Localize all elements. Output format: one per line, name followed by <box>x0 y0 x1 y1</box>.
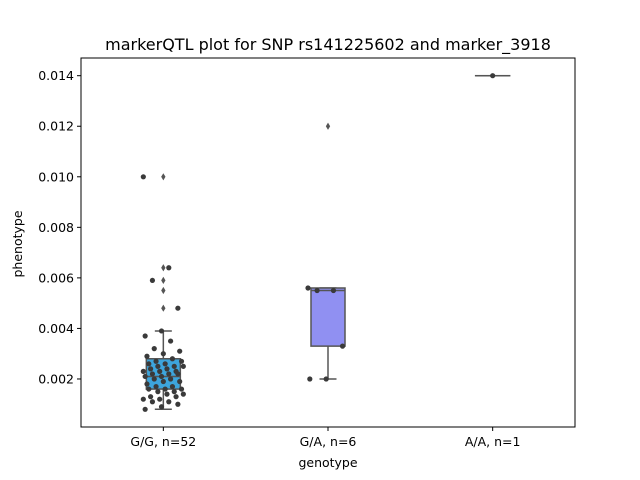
outlier-marker <box>161 276 166 285</box>
data-point <box>160 378 166 385</box>
data-point <box>305 285 311 291</box>
y-tick-label: 0.006 <box>38 270 74 285</box>
data-point <box>490 73 496 79</box>
data-point <box>168 376 174 382</box>
data-point <box>177 348 183 354</box>
data-point <box>144 353 150 359</box>
data-point <box>178 386 185 392</box>
data-point <box>162 361 168 367</box>
data-point <box>148 394 154 400</box>
data-point <box>164 391 170 397</box>
outlier-marker <box>161 286 166 295</box>
data-point <box>171 363 177 369</box>
x-axis-label: genotype <box>298 455 357 470</box>
data-point <box>149 399 156 405</box>
data-point <box>330 287 337 294</box>
y-tick-label: 0.014 <box>38 68 74 83</box>
data-point <box>158 328 165 334</box>
data-point <box>155 363 161 369</box>
y-tick-label: 0.012 <box>38 119 74 134</box>
data-point <box>148 366 154 372</box>
data-point <box>146 361 152 367</box>
data-point <box>151 376 157 382</box>
data-point <box>180 391 186 397</box>
outlier-marker <box>161 304 166 312</box>
plot-marks <box>140 73 511 412</box>
data-point <box>339 343 346 349</box>
data-point <box>140 396 146 402</box>
data-point <box>142 333 148 339</box>
data-point <box>171 389 177 395</box>
y-tick-label: 0.008 <box>38 220 74 235</box>
box <box>310 287 346 347</box>
data-point <box>169 356 176 362</box>
outlier-marker <box>161 173 166 181</box>
data-point <box>142 373 148 380</box>
y-tick-label: 0.002 <box>38 371 74 386</box>
outlier-marker <box>325 122 331 130</box>
data-point <box>140 368 146 374</box>
data-point <box>158 404 165 410</box>
data-point <box>157 368 163 374</box>
data-point <box>180 363 186 369</box>
data-point <box>178 358 185 364</box>
data-point <box>144 381 150 387</box>
data-point <box>146 386 152 392</box>
data-point <box>164 366 170 372</box>
data-point <box>177 378 183 385</box>
data-point <box>140 174 146 180</box>
data-point <box>151 346 157 352</box>
data-point <box>142 406 148 412</box>
data-point <box>323 376 329 382</box>
data-point <box>160 351 166 357</box>
data-point <box>173 394 179 400</box>
axes: 0.002 0.004 0.006 0.008 0.010 0.012 0.014 G/G, … <box>38 68 520 449</box>
y-tick-label: 0.004 <box>38 321 74 336</box>
data-point <box>307 376 313 382</box>
data-point <box>149 371 156 377</box>
data-point <box>149 277 156 284</box>
data-point <box>155 389 161 395</box>
data-point <box>153 383 159 390</box>
data-point <box>166 371 172 377</box>
outlier-marker <box>161 264 166 272</box>
data-point <box>175 401 181 407</box>
data-point <box>157 396 163 402</box>
data-point <box>169 383 176 390</box>
data-point <box>314 287 320 294</box>
data-point <box>153 358 159 364</box>
y-axis-label: phenotype <box>10 210 25 277</box>
data-point <box>166 265 172 271</box>
data-point <box>162 386 168 392</box>
x-tick-label: A/A, n=1 <box>465 434 521 449</box>
data-point <box>175 305 181 311</box>
y-tick-label: 0.010 <box>38 169 74 184</box>
data-point <box>166 399 172 405</box>
data-point <box>168 338 174 344</box>
x-tick-label: G/A, n=6 <box>300 434 357 449</box>
x-tick-label: G/G, n=52 <box>130 434 196 449</box>
data-point <box>158 373 165 380</box>
data-point <box>175 371 181 377</box>
chart-title: markerQTL plot for SNP rs141225602 and m… <box>105 35 551 55</box>
